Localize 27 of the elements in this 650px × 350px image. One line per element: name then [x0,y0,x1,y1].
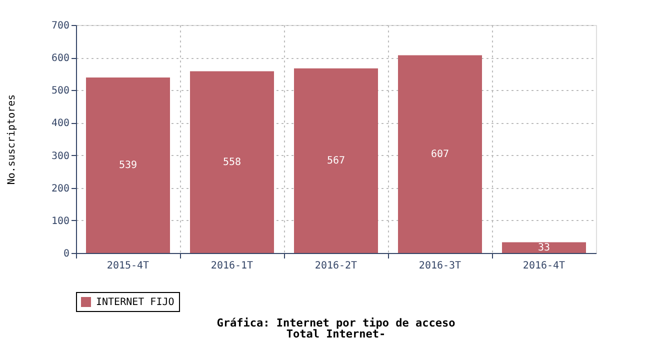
x-tick-label: 2016-2T [314,260,358,272]
y-tick-label: 100 [51,216,70,227]
data-label: 567 [326,156,346,167]
y-tick-label: 700 [51,20,70,32]
y-tick-label: 600 [51,53,70,64]
data-label: 539 [118,160,138,172]
legend-label: INTERNET FIJO [96,297,174,308]
bar [294,68,378,253]
x-tick-label: 2016-4T [522,260,566,272]
data-label: 558 [222,157,242,168]
data-label: 607 [430,149,450,160]
bar [86,77,170,253]
bar [398,55,482,253]
y-tick-label: 200 [51,183,70,194]
x-tick-label: 2016-1T [210,260,254,272]
y-tick-label: 500 [51,86,70,97]
bar [190,71,274,253]
x-tick-label: 2016-3T [418,260,462,272]
text: Total Internet- [286,328,386,340]
y-tick-label: 400 [51,118,70,130]
bar [502,242,586,253]
y-axis-title: No.suscriptores [6,94,18,185]
y-tick-label: 0 [63,248,70,260]
data-label: 33 [538,242,550,254]
x-tick-label: 2015-4T [106,260,150,272]
text: Gráfica: Internet por tipo de acceso [216,316,456,330]
y-tick-label: 300 [51,150,70,162]
